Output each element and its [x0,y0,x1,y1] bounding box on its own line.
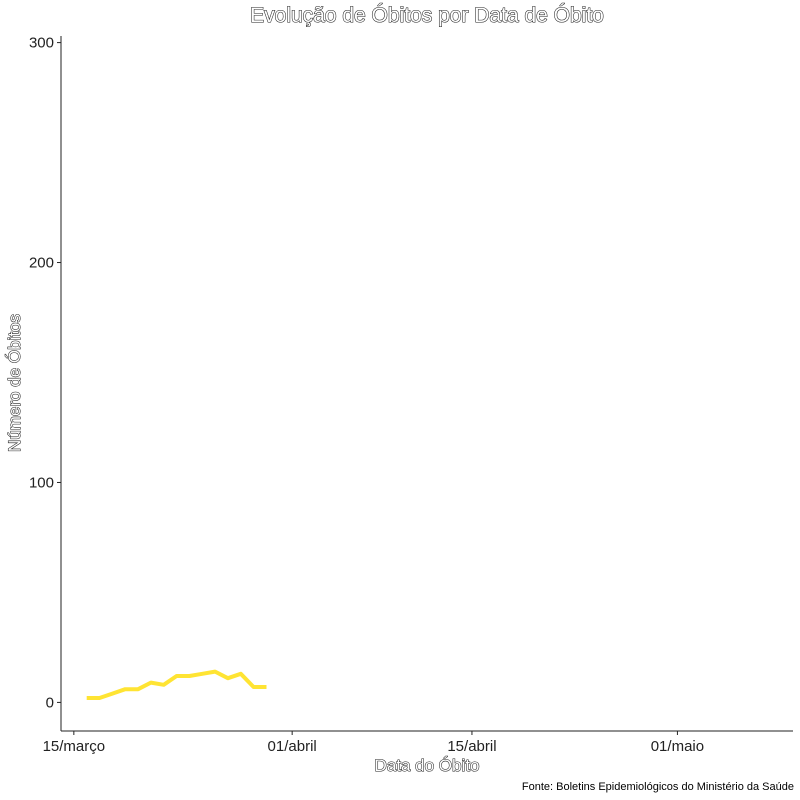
x-axis-ticks: 15/março 01/abril 15/abril 01/maio [43,731,704,755]
x-tick-label: 01/abril [268,738,317,755]
y-axis-title: Número de Óbitos [5,314,24,452]
y-tick-label: 0 [46,694,54,711]
series-line [86,669,267,700]
chart-title: Evolução de Óbitos por Data de Óbito [250,4,604,27]
series-layer [86,669,267,700]
source-caption: Fonte: Boletins Epidemiológicos do Minis… [522,781,794,793]
x-tick-label: 15/março [43,738,106,755]
x-tick-label: 01/maio [651,738,704,755]
x-axis-title: Data do Óbito [375,756,480,775]
y-tick-label: 100 [29,474,54,491]
y-tick-label: 200 [29,255,54,272]
y-axis-ticks: 0 100 200 300 [29,35,61,711]
y-tick-label: 300 [29,35,54,52]
x-tick-label: 15/abril [447,738,496,755]
